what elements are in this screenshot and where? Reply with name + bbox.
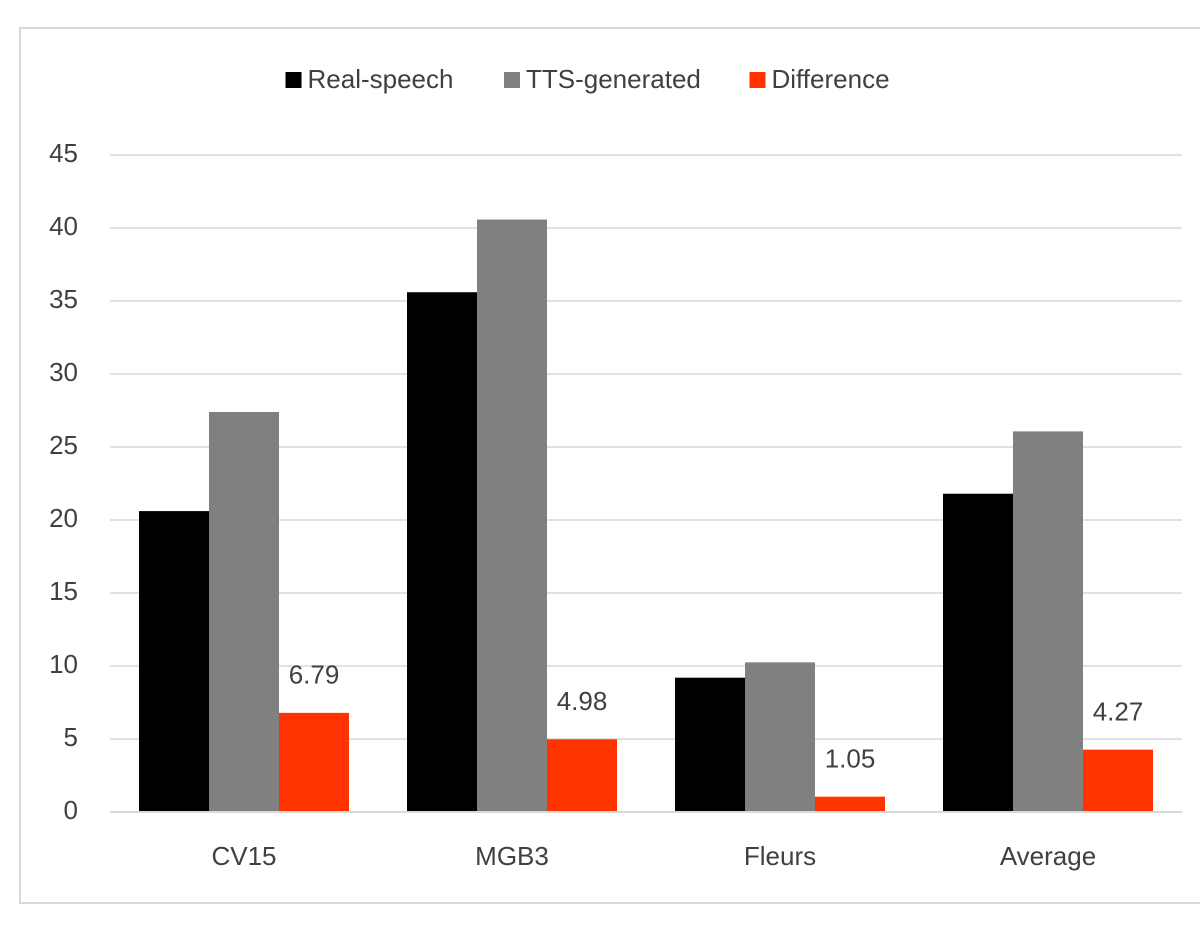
legend-label: Difference	[772, 64, 890, 94]
legend-label: Real-speech	[308, 64, 454, 94]
data-label: 4.98	[557, 686, 608, 716]
y-tick-label: 30	[49, 357, 78, 387]
bar	[1013, 431, 1083, 812]
legend-swatch	[285, 72, 302, 88]
y-tick-label: 45	[49, 138, 78, 168]
data-label: 4.27	[1093, 697, 1144, 727]
y-tick-label: 15	[49, 576, 78, 606]
x-tick-label: CV15	[211, 841, 276, 871]
y-tick-label: 20	[49, 503, 78, 533]
bar	[943, 493, 1013, 812]
legend-swatch	[504, 72, 520, 88]
bar	[1083, 749, 1153, 812]
bar	[279, 712, 349, 812]
x-tick-label: MGB3	[475, 841, 549, 871]
bar	[477, 219, 547, 813]
bar	[209, 411, 279, 812]
y-tick-label: 25	[49, 430, 78, 460]
x-tick-label: Average	[1000, 841, 1096, 871]
y-tick-label: 35	[49, 284, 78, 314]
bar	[815, 796, 885, 812]
y-tick-label: 10	[49, 649, 78, 679]
y-tick-label: 40	[49, 211, 78, 241]
bar	[407, 292, 477, 812]
y-tick-label: 5	[64, 722, 78, 752]
bar	[745, 662, 815, 812]
legend-label: TTS-generated	[526, 64, 701, 94]
bar	[675, 677, 745, 812]
data-label: 1.05	[825, 744, 876, 774]
legend-swatch	[749, 72, 766, 88]
bar	[139, 511, 209, 812]
bar	[547, 739, 617, 812]
x-tick-label: Fleurs	[744, 841, 816, 871]
y-tick-label: 0	[64, 795, 78, 825]
data-label: 6.79	[289, 660, 340, 690]
